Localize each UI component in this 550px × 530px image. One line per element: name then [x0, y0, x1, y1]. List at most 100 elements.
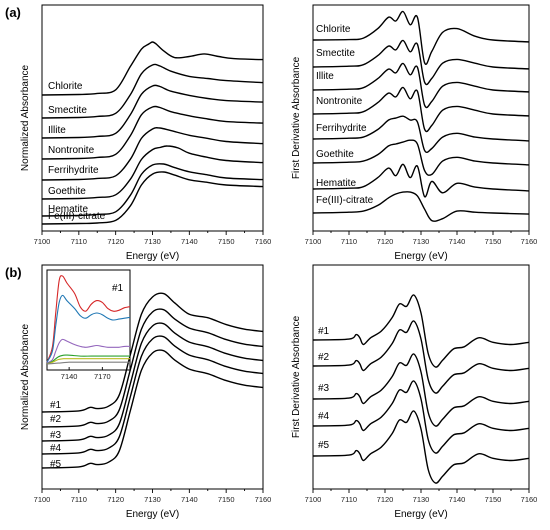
x-tick-label: 7110	[71, 495, 87, 504]
series-line-5	[312, 410, 530, 484]
x-tick-label: 7160	[255, 495, 272, 504]
x-tick-label: 7120	[377, 237, 394, 246]
series-label-hematite: Hematite	[48, 204, 88, 215]
series-label-4: #4	[318, 411, 330, 422]
panel-label-a: (a)	[5, 5, 21, 20]
series-line-2	[312, 320, 530, 394]
x-tick-label: 7110	[71, 237, 87, 246]
series-label-nontronite: Nontronite	[48, 145, 95, 156]
inset-series-line	[46, 354, 130, 365]
series-line-hematite	[312, 163, 530, 198]
series-line-3	[312, 353, 530, 427]
inset-series-line	[46, 338, 131, 364]
x-tick-label: 7100	[34, 237, 51, 246]
series-line-smectite	[312, 39, 530, 86]
series-label-nontronite: Nontronite	[316, 96, 363, 107]
y-axis-label: Normalized Absorbance	[20, 64, 31, 171]
series-line-ferrihydrite	[312, 115, 530, 154]
series-label-illite: Illite	[48, 125, 66, 136]
x-tick-label: 7130	[413, 495, 430, 504]
series-label-ferrihydrite: Ferrihydrite	[316, 123, 367, 134]
series-label-3: #3	[50, 430, 62, 441]
series-label-3: #3	[318, 383, 330, 394]
series-label-2: #2	[318, 352, 330, 363]
chart-a-first-derivative: 7100 7110 7120 7130 7140 7150 7160 Energy (eV) F…	[291, 4, 538, 262]
series-line-goethite	[312, 139, 530, 176]
series-label-chlorite: Chlorite	[316, 24, 351, 35]
series-line-3	[41, 322, 264, 442]
series-label-4: #4	[50, 443, 62, 454]
series-line-smectite	[41, 63, 264, 119]
series-line-1	[312, 294, 530, 368]
series-line-fe-iii-citrate	[41, 171, 264, 225]
series-line-nontronite	[41, 105, 264, 160]
x-tick-label: 7100	[305, 495, 322, 504]
x-tick-label: 7120	[107, 495, 124, 504]
inset-series-line	[46, 294, 131, 363]
x-tick-label: 7110	[341, 495, 357, 504]
inset-series-line	[46, 361, 130, 365]
y-axis-label: Normalized Absorbance	[20, 323, 31, 430]
y-axis-label: First Derivative Absorbance	[291, 315, 302, 438]
x-tick-label: 7100	[34, 495, 51, 504]
series-line-5	[41, 349, 264, 469]
x-tick-label: 7110	[341, 237, 357, 246]
x-axis-label: Energy (eV)	[126, 509, 179, 520]
x-tick-label: 7130	[144, 495, 161, 504]
series-line-1	[41, 292, 264, 413]
series-label-chlorite: Chlorite	[48, 81, 83, 92]
series-line-chlorite	[41, 41, 264, 96]
series-line-2	[41, 308, 264, 428]
series-label-5: #5	[50, 459, 62, 470]
series-line-hematite	[41, 162, 264, 217]
series-line-nontronite	[312, 86, 530, 133]
series-line-chlorite	[312, 10, 530, 65]
x-tick-label: 7150	[218, 237, 235, 246]
x-axis-label: Energy (eV)	[126, 251, 179, 262]
inset-x-tick-label: 7170	[94, 372, 111, 381]
series-label-smectite: Smectite	[48, 105, 87, 116]
inset-frame	[46, 269, 131, 371]
x-tick-label: 7140	[449, 495, 466, 504]
series-line-4	[41, 335, 264, 455]
series-label-ferrihydrite: Ferrihydrite	[48, 165, 99, 176]
chart-b-first-derivative: 7100 7110 7120 7130 7140 7150 7160 Energy (eV) F…	[291, 264, 538, 520]
series-line-illite	[312, 62, 530, 109]
inset-label: #1	[112, 283, 124, 294]
series-label-goethite: Goethite	[316, 149, 354, 160]
inset-series-line	[46, 275, 131, 363]
panel-label-b: (b)	[5, 265, 22, 280]
series-label-fe-iii-citrate: Fe(III)-citrate	[316, 195, 374, 206]
series-line-4	[312, 380, 530, 454]
x-tick-label: 7160	[255, 237, 272, 246]
series-label-goethite: Goethite	[48, 186, 86, 197]
chart-a-normalized-absorbance: 7100 7110 7120 7130 7140 7150 7160 Energy (eV) N…	[20, 4, 272, 262]
chart-b-normalized-absorbance: 7100 7110 7120 7130 7140 7150 7160 Energy (eV) N…	[20, 264, 272, 520]
inset-plot: 7140 7170 #1	[46, 269, 131, 381]
series-label-hematite: Hematite	[316, 178, 356, 189]
x-tick-label: 7130	[413, 237, 430, 246]
inset-x-tick-label: 7140	[61, 372, 78, 381]
x-axis-label: Energy (eV)	[394, 251, 447, 262]
x-tick-label: 7160	[521, 495, 538, 504]
x-tick-label: 7120	[107, 237, 124, 246]
x-tick-label: 7150	[218, 495, 235, 504]
y-axis-label: First Derivative Absorbance	[291, 56, 302, 179]
series-label-5: #5	[318, 440, 330, 451]
x-tick-label: 7150	[485, 495, 502, 504]
series-line-goethite	[41, 145, 264, 200]
x-axis-label: Energy (eV)	[394, 509, 447, 520]
x-tick-label: 7150	[485, 237, 502, 246]
x-tick-label: 7140	[449, 237, 466, 246]
x-tick-label: 7100	[305, 237, 322, 246]
x-tick-label: 7130	[144, 237, 161, 246]
x-tick-label: 7140	[181, 237, 198, 246]
series-line-illite	[41, 84, 264, 139]
series-label-smectite: Smectite	[316, 48, 355, 59]
series-line-ferrihydrite	[41, 127, 264, 181]
x-tick-label: 7140	[181, 495, 198, 504]
x-tick-label: 7160	[521, 237, 538, 246]
series-label-illite: Illite	[316, 71, 334, 82]
series-label-1: #1	[50, 400, 62, 411]
